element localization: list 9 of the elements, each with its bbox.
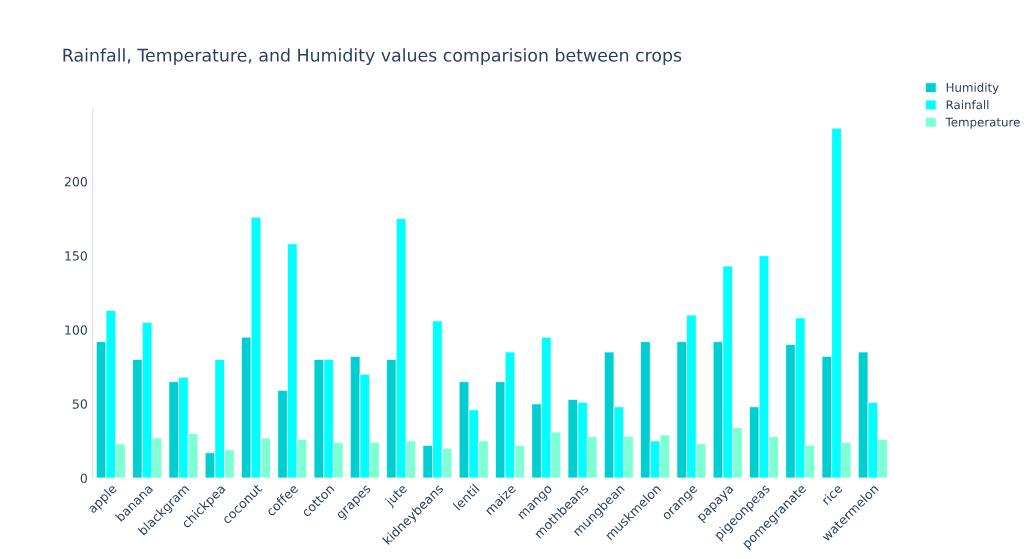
y-tick-label: 150 (65, 251, 88, 261)
chart-title: Rainfall, Temperature, and Humidity values comparision between crops (63, 48, 682, 66)
legend-label: Rainfall (946, 100, 989, 110)
y-tick-label: 0 (80, 473, 88, 483)
legend-label: Humidity (946, 82, 999, 95)
y-tick-label: 50 (72, 399, 88, 409)
y-tick-label: 200 (64, 177, 88, 187)
y-tick-label: 100 (65, 325, 88, 335)
legend-label: Temperature (945, 117, 1020, 129)
